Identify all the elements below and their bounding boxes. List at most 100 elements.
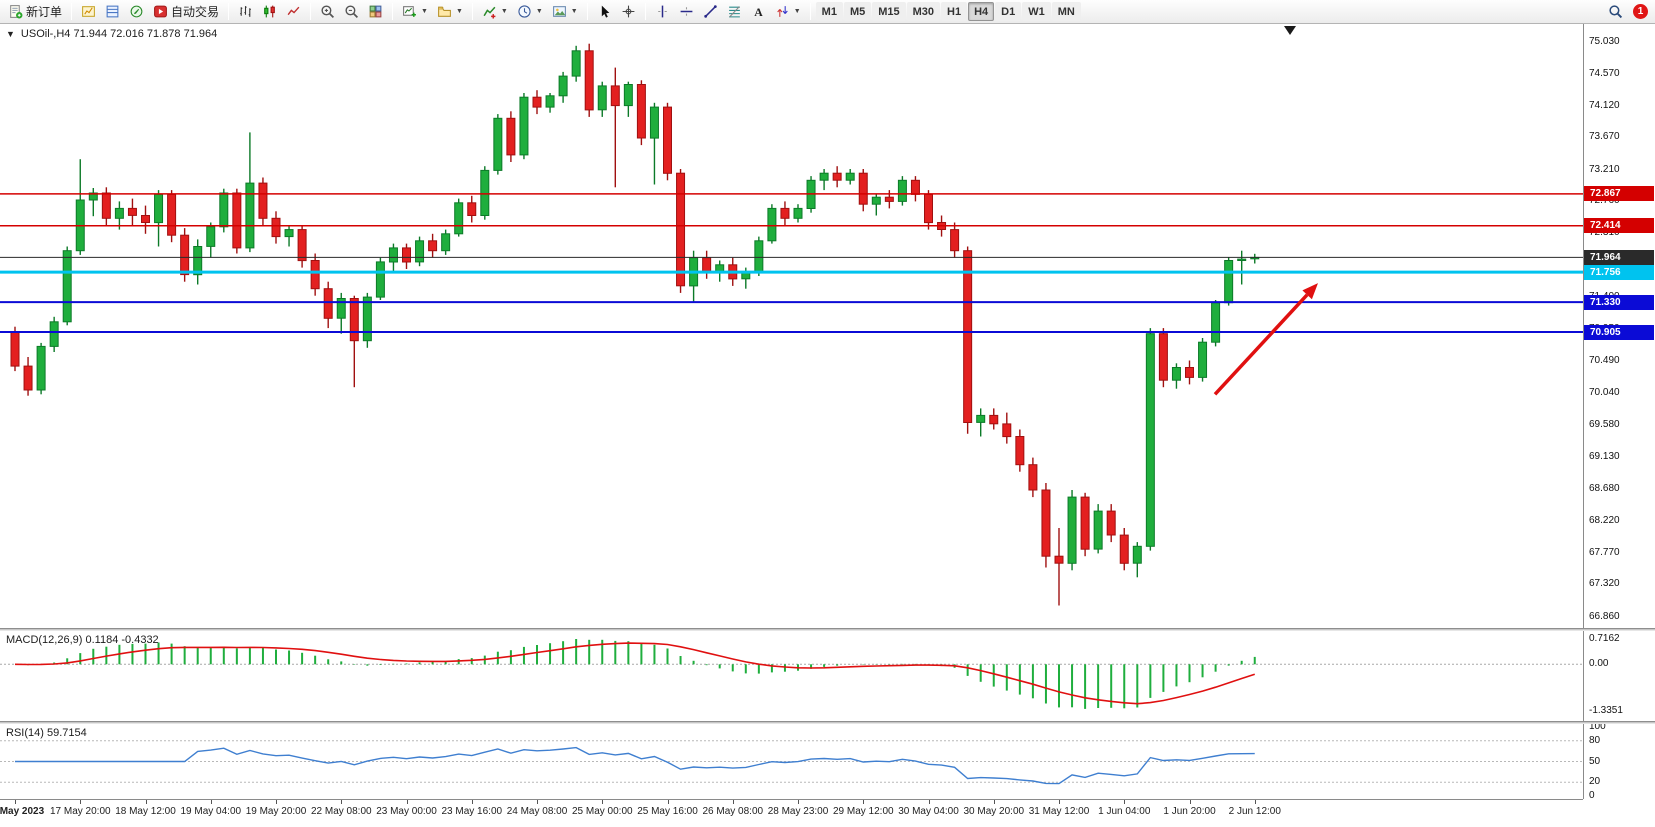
time-tick-label: 2 Jun 12:00: [1228, 806, 1281, 817]
time-tick: [602, 800, 604, 804]
time-tick-label: 29 May 12:00: [832, 806, 894, 817]
main-toolbar: 新订单 自动交易 ▼ ▼ ▼ ▼ ▼ A ▼ M1 M5 M15 M30 H1 H4 D1 W1 MN 1: [0, 0, 1655, 24]
time-tick-label: 19 May 04:00: [180, 806, 242, 817]
axis-separator: [1583, 24, 1584, 799]
rsi-line: [15, 746, 1255, 785]
crosshair-icon: [621, 4, 636, 19]
symbol-dropdown-icon[interactable]: ▼: [6, 28, 15, 39]
new-order-icon: [8, 4, 23, 19]
fibonacci-button[interactable]: [723, 2, 746, 22]
new-chart-button[interactable]: ▼: [398, 2, 432, 22]
new-chart-icon: [402, 4, 417, 19]
autotrade-icon: [153, 4, 168, 19]
navigator-button[interactable]: [125, 2, 148, 22]
search-button[interactable]: [1604, 2, 1627, 22]
timeframe-h1-button[interactable]: H1: [941, 2, 968, 21]
timeframe-d1-button[interactable]: D1: [995, 2, 1022, 21]
time-tick: [1189, 800, 1191, 804]
time-tick: [732, 800, 734, 804]
timeframe-m30-button[interactable]: M30: [906, 2, 941, 21]
tile-windows-button[interactable]: [364, 2, 387, 22]
notification-badge[interactable]: 1: [1633, 4, 1648, 19]
time-tick-label: 1 Jun 20:00: [1163, 806, 1216, 817]
time-tick: [341, 800, 343, 804]
zoom-in-button[interactable]: [316, 2, 339, 22]
axis-tick-label: 20: [1589, 776, 1601, 788]
candlestick-mode-icon: [262, 4, 277, 19]
templates-button[interactable]: ▼: [548, 2, 582, 22]
macd-panel[interactable]: [0, 631, 1583, 721]
chevron-down-icon: ▼: [793, 8, 801, 15]
bar-chart-mode-button[interactable]: [234, 2, 257, 22]
timeframe-m1-button[interactable]: M1: [815, 2, 843, 21]
line-chart-mode-button[interactable]: [282, 2, 305, 22]
time-tick: [471, 800, 473, 804]
axis-tick-label: 50: [1589, 755, 1601, 767]
data-window-button[interactable]: [101, 2, 124, 22]
time-flag-icon[interactable]: [1284, 26, 1296, 35]
rsi-panel[interactable]: [0, 724, 1583, 799]
axis-tick-label: 70.490: [1589, 355, 1620, 367]
panel-resize-divider[interactable]: [0, 628, 1655, 631]
time-tick: [1254, 800, 1256, 804]
market-watch-button[interactable]: [77, 2, 100, 22]
candlestick-mode-button[interactable]: [258, 2, 281, 22]
price-level-badge: 72.867: [1584, 186, 1654, 202]
time-tick: [993, 800, 995, 804]
trendline-button[interactable]: [699, 2, 722, 22]
axis-tick-label: 68.220: [1589, 515, 1620, 526]
axis-tick-label: 69.130: [1589, 450, 1620, 462]
time-tick-label: 25 May 16:00: [637, 806, 698, 817]
toolbar-separator: [228, 3, 230, 20]
price-axis[interactable]: 75.03074.57074.12073.67073.21072.76072.3…: [1584, 24, 1655, 801]
navigator-icon: [129, 4, 144, 19]
timeframe-mn-button[interactable]: MN: [1051, 2, 1081, 21]
zoom-out-button[interactable]: [340, 2, 363, 22]
autotrade-button[interactable]: 自动交易: [149, 2, 223, 22]
time-tick-label: 18 May 12:00: [115, 806, 176, 817]
timeframe-w1-button[interactable]: W1: [1022, 2, 1051, 21]
zoom-in-icon: [320, 4, 335, 19]
axis-tick-label: 74.120: [1589, 99, 1620, 111]
toolbar-separator: [310, 3, 312, 20]
time-tick: [863, 800, 865, 804]
macd-signal-line: [14, 642, 1256, 705]
timeframe-m15-button[interactable]: M15: [872, 2, 906, 21]
trend-arrow[interactable]: [1213, 283, 1318, 396]
timeframe-h4-button[interactable]: H4: [968, 2, 995, 21]
time-tick: [928, 800, 930, 804]
profiles-button[interactable]: ▼: [433, 2, 467, 22]
new-order-button[interactable]: 新订单: [4, 2, 66, 22]
time-tick: [1059, 800, 1060, 804]
axis-tick-label: 69.580: [1589, 419, 1620, 431]
crosshair-button[interactable]: [617, 2, 640, 22]
vertical-line-icon: [655, 4, 670, 19]
axis-tick-label: 67.770: [1589, 546, 1620, 558]
toolbar-separator: [71, 3, 73, 20]
vertical-line-button[interactable]: [651, 2, 674, 22]
arrow-tools-button[interactable]: ▼: [771, 2, 805, 22]
trendline-icon: [703, 4, 718, 19]
axis-tick-label: -1.3351: [1589, 705, 1623, 716]
rsi-label: RSI(14) 59.7154: [6, 727, 87, 739]
text-tool-button[interactable]: A: [747, 2, 770, 22]
time-tick-label: 24 May 08:00: [506, 806, 568, 817]
periods-button[interactable]: ▼: [513, 2, 547, 22]
horizontal-level-lines[interactable]: [0, 193, 1583, 333]
periods-icon: [517, 4, 532, 19]
line-chart-mode-icon: [286, 4, 301, 19]
time-tick-label: 26 May 08:00: [702, 806, 764, 817]
timeframe-m5-button[interactable]: M5: [843, 2, 872, 21]
horizontal-line-button[interactable]: [675, 2, 698, 22]
macd-label: MACD(12,26,9) 0.1184 -0.4332: [6, 634, 159, 646]
panel-resize-divider[interactable]: [0, 721, 1655, 724]
price-chart[interactable]: [0, 24, 1583, 628]
indicators-button[interactable]: ▼: [478, 2, 512, 22]
cursor-button[interactable]: [593, 2, 616, 22]
chart-info-line: ▼ USOil-,H4 71.944 72.016 71.878 71.964: [6, 28, 217, 40]
time-tick: [145, 800, 147, 804]
time-axis[interactable]: 17 May 2023 17 May 20:00 18 May 12:00 19 Ma…: [0, 799, 1583, 827]
toolbar-separator: [644, 3, 646, 20]
axis-tick-label: 80: [1589, 734, 1601, 746]
